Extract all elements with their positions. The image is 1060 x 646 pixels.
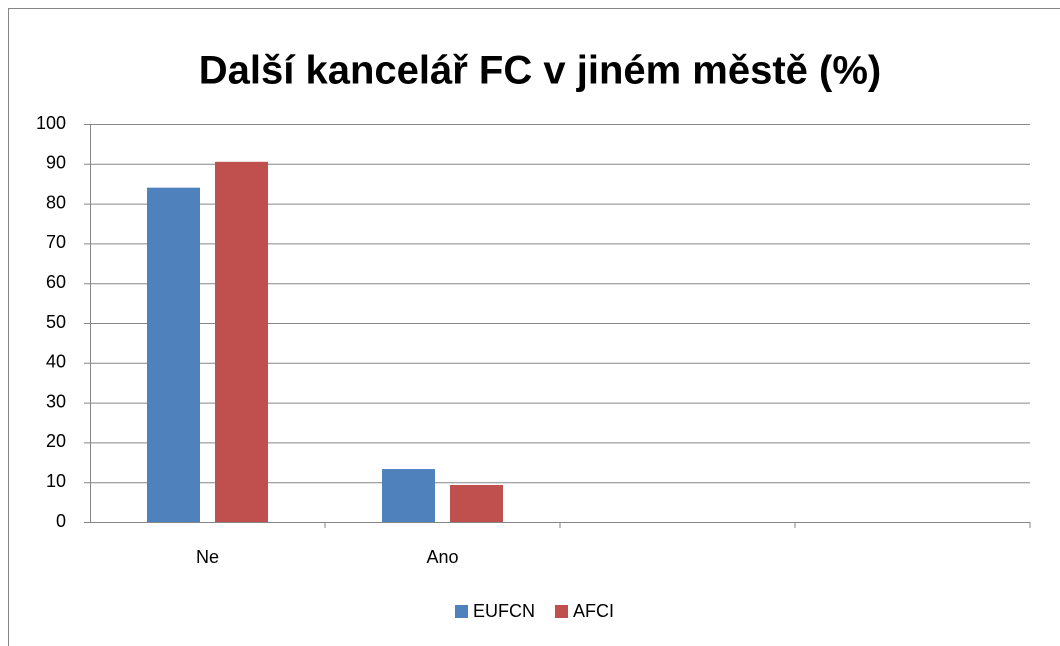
bar bbox=[215, 161, 268, 522]
y-tick-label: 30 bbox=[46, 391, 66, 411]
legend-label: EUFCN bbox=[473, 601, 535, 621]
y-tick-label: 70 bbox=[46, 232, 66, 252]
chart-border bbox=[8, 8, 1060, 646]
legend-swatch bbox=[555, 605, 568, 618]
y-tick-label: 50 bbox=[46, 312, 66, 332]
y-tick-label: 60 bbox=[46, 272, 66, 292]
x-tick-label: Ne bbox=[196, 547, 219, 567]
y-tick-label: 100 bbox=[36, 113, 66, 133]
bar bbox=[147, 187, 200, 522]
y-tick-label: 0 bbox=[56, 511, 66, 531]
bar bbox=[382, 469, 435, 522]
y-tick-label: 90 bbox=[46, 153, 66, 173]
y-tick-label: 10 bbox=[46, 471, 66, 491]
y-tick-label: 80 bbox=[46, 192, 66, 212]
y-tick-label: 40 bbox=[46, 352, 66, 372]
chart-title: Další kancelář FC v jiném městě (%) bbox=[199, 49, 882, 93]
legend-label: AFCI bbox=[573, 601, 614, 621]
legend-swatch bbox=[455, 605, 468, 618]
bar bbox=[450, 484, 503, 522]
y-tick-label: 20 bbox=[46, 431, 66, 451]
x-tick-label: Ano bbox=[426, 547, 458, 567]
